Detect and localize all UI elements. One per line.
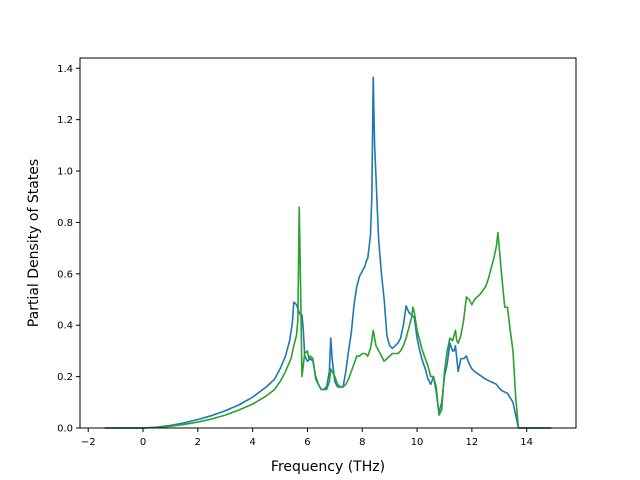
y-tick-label: 1.4: [57, 64, 73, 75]
x-axis-label: Frequency (THz): [271, 459, 385, 475]
axes-frame: [79, 57, 577, 429]
y-tick-label: 0.6: [57, 269, 73, 280]
plot-lines: [104, 76, 552, 429]
x-tick-label: 4: [249, 437, 255, 448]
y-tick-label: 0.0: [57, 424, 73, 435]
x-tick-label: 14: [520, 437, 533, 448]
x-tick-label: 8: [359, 437, 365, 448]
series-0-line: [104, 76, 552, 429]
y-tick-label: 1.2: [57, 115, 73, 126]
x-tick-label: 2: [195, 437, 201, 448]
x-tick-label: 6: [304, 437, 310, 448]
x-tick-label: 0: [140, 437, 146, 448]
x-tick-label: −2: [81, 437, 96, 448]
x-tick-label: 12: [466, 437, 479, 448]
series-1-line: [104, 206, 552, 429]
y-tick-label: 0.8: [57, 218, 73, 229]
y-axis-label: Partial Density of States: [26, 159, 42, 327]
x-axis-ticks: −2 0 2 4 6 8 10 12 14: [81, 428, 533, 448]
y-tick-label: 0.4: [57, 321, 73, 332]
y-tick-label: 0.2: [57, 372, 73, 383]
y-tick-label: 1.0: [57, 167, 73, 178]
y-axis-ticks: 0.0 0.2 0.4 0.6 0.8 1.0 1.2 1.4: [57, 64, 80, 435]
x-tick-label: 10: [411, 437, 424, 448]
